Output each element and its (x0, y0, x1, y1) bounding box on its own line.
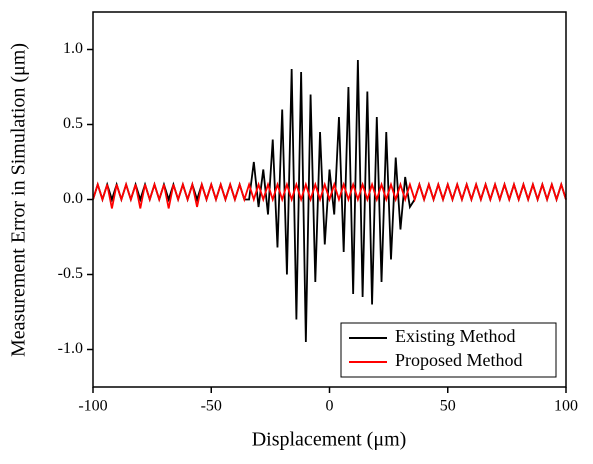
legend-label: Existing Method (395, 326, 516, 346)
x-tick-label: 100 (554, 398, 578, 415)
y-tick-label: 0.0 (63, 190, 83, 207)
x-tick-label: 50 (440, 398, 456, 415)
x-axis-label: Displacement (μm) (252, 429, 407, 451)
legend-label: Proposed Method (395, 350, 523, 370)
y-tick-label: 0.5 (63, 115, 83, 132)
y-tick-label: 1.0 (63, 40, 83, 57)
x-tick-label: 0 (326, 398, 334, 415)
y-axis-label: Measurement Error in Simulation (μm) (8, 43, 30, 357)
series-line (92, 180, 567, 209)
x-tick-label: -100 (78, 398, 107, 415)
plot-frame (92, 11, 567, 388)
y-tick-label: -0.5 (58, 265, 83, 282)
x-tick-label: -50 (201, 398, 222, 415)
legend-box (340, 322, 557, 378)
y-tick-label: -1.0 (58, 340, 83, 357)
